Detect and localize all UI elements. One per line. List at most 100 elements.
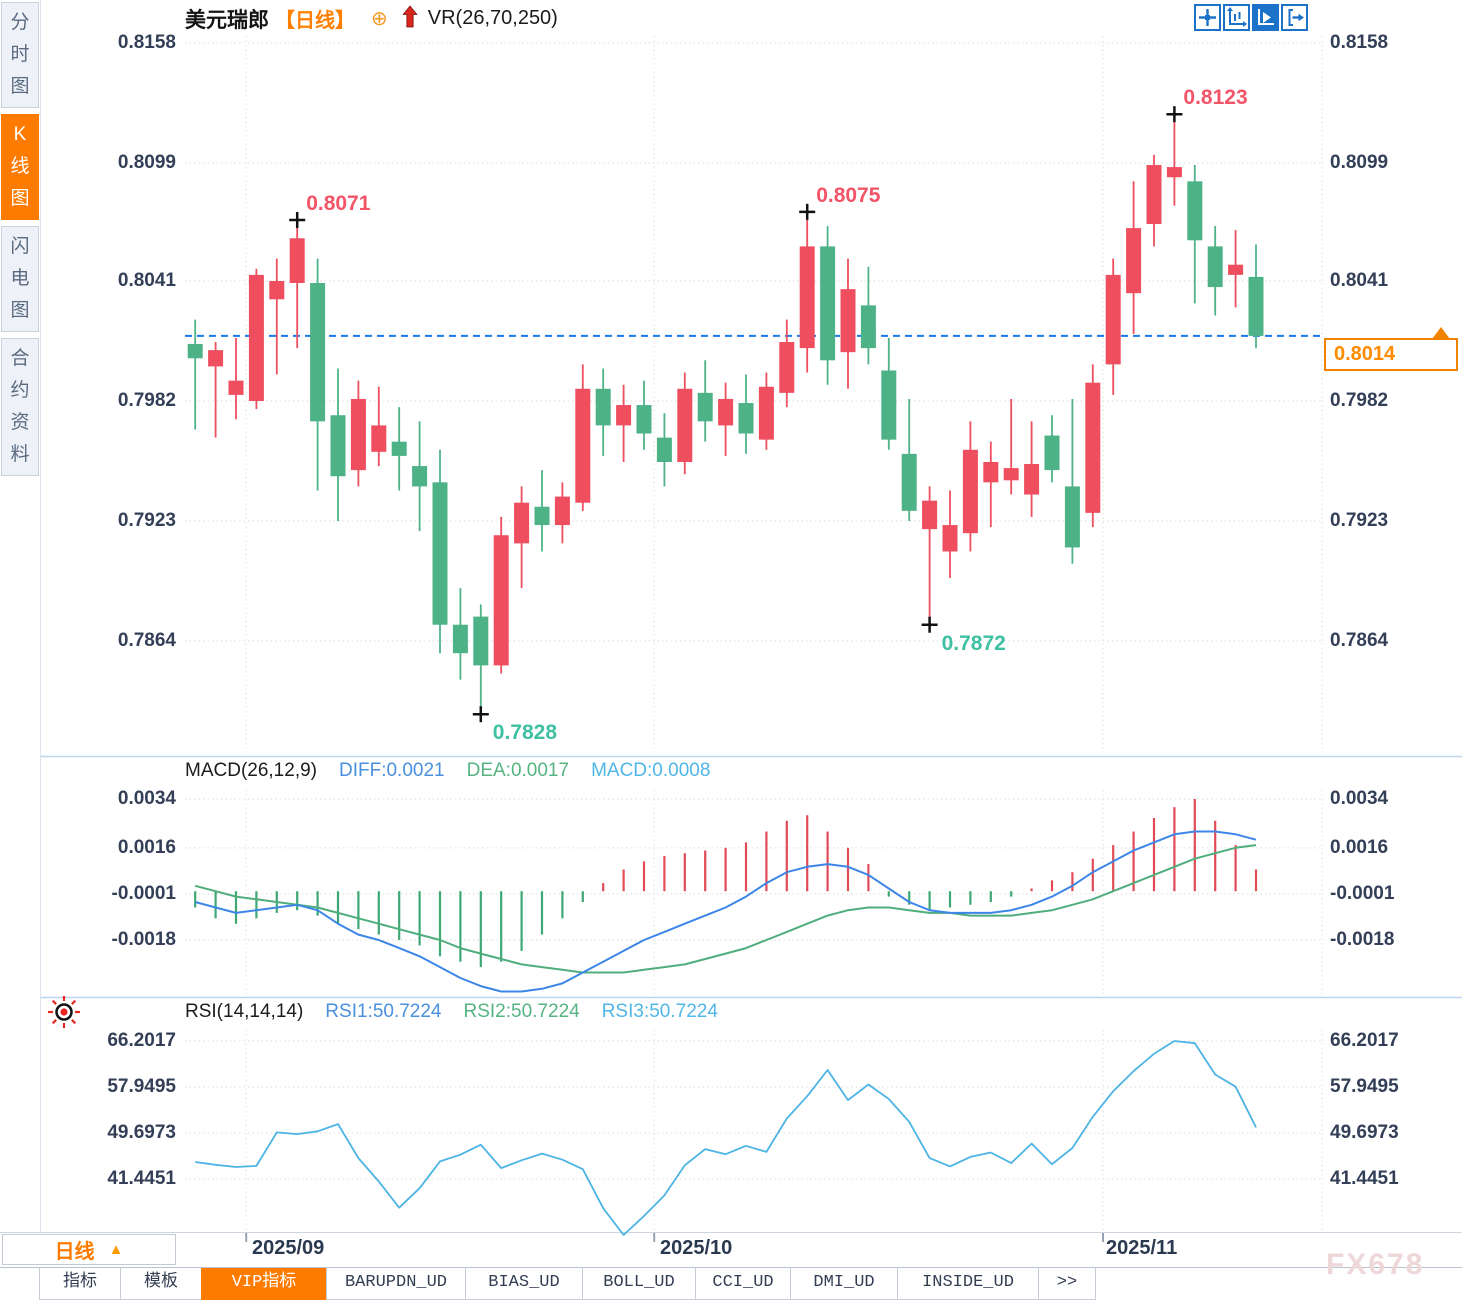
- bottom-tab-4[interactable]: BIAS_UD: [465, 1268, 583, 1300]
- macd-header: MACD(26,12,9) DIFF:0.0021 DEA:0.0017 MAC…: [185, 760, 710, 782]
- rsi3-value: RSI3:50.7224: [601, 1001, 718, 1022]
- bottom-tab-5[interactable]: BOLL_UD: [582, 1268, 696, 1300]
- y-axis-label: 66.2017: [1330, 1030, 1399, 1051]
- rsi-title: RSI(14,14,14): [185, 1001, 304, 1022]
- sidebar-tab-char: 料: [10, 444, 30, 465]
- sidebar-tab-char: 约: [10, 380, 30, 401]
- y-axis-label: -0.0001: [111, 882, 176, 904]
- alarm-sun-icon[interactable]: [42, 990, 86, 1034]
- sidebar-tab-char: 资: [10, 412, 30, 433]
- price-up-triangle-icon: [1432, 327, 1450, 339]
- sidebar-tab-char: 时: [10, 44, 30, 65]
- sidebar-tab-2[interactable]: 闪电图: [1, 226, 39, 332]
- bottom-tab-9[interactable]: >>: [1038, 1268, 1096, 1300]
- bottom-tab-6[interactable]: CCI_UD: [695, 1268, 791, 1300]
- add-indicator-icon[interactable]: ⊕: [371, 8, 388, 30]
- sidebar-tab-3[interactable]: 合约资料: [1, 338, 39, 476]
- grid-layer: [185, 36, 1323, 1232]
- chart-header: 美元瑞郎 【日线】 ⊕ VR(26,70,250): [185, 4, 558, 33]
- y-axis-label: 57.9495: [107, 1075, 176, 1097]
- indicator-label: VR(26,70,250): [427, 7, 558, 29]
- x-axis-label-oct: 2025/10: [660, 1237, 733, 1259]
- macd-diff-value: DIFF:0.0021: [339, 760, 445, 781]
- bottom-tab-2[interactable]: VIP指标: [201, 1268, 327, 1300]
- y-axis-label: 57.9495: [1330, 1075, 1399, 1097]
- y-axis-label: 41.4451: [107, 1167, 176, 1189]
- x-axis-label-nov: 2025/11: [1106, 1237, 1178, 1259]
- rsi-header: RSI(14,14,14) RSI1:50.7224 RSI2:50.7224 …: [185, 1001, 718, 1023]
- bottom-tab-1[interactable]: 模板: [120, 1268, 202, 1300]
- sidebar-tab-char: 图: [10, 188, 30, 209]
- y-axis-label: 41.4451: [1330, 1167, 1399, 1189]
- y-axis-label: 0.8099: [1330, 152, 1389, 173]
- price-annotation: 0.8071: [306, 191, 371, 215]
- price-annotation: 0.7828: [492, 721, 558, 745]
- rsi2-value: RSI2:50.7224: [463, 1001, 580, 1022]
- y-axis-label: 0.7923: [117, 509, 176, 531]
- x-axis-label-sep: 2025/09: [252, 1237, 325, 1259]
- rsi-line: [195, 1040, 1257, 1236]
- macd-dea-value: DEA:0.0017: [466, 760, 570, 781]
- period-selector-label: 日线: [54, 1241, 95, 1263]
- y-axis-label: 0.0016: [1330, 836, 1389, 858]
- price-annotation: 0.7872: [941, 631, 1006, 655]
- rsi1-value: RSI1:50.7224: [325, 1001, 442, 1022]
- sidebar-tab-char: K: [13, 124, 27, 145]
- sidebar-tab-char: 合: [10, 348, 30, 369]
- y-axis-label: 0.8099: [117, 152, 176, 173]
- y-axis-label: 49.6973: [107, 1121, 176, 1143]
- sidebar-tab-char: 图: [10, 300, 30, 321]
- price-annotation: 0.8075: [816, 183, 881, 207]
- y-axis-label: -0.0018: [111, 929, 176, 950]
- y-axis-label: 0.0034: [117, 788, 176, 809]
- crosshair-pan-icon[interactable]: [1194, 4, 1221, 31]
- y-axis-label: 0.7982: [1330, 389, 1389, 411]
- panel-separators: [0, 755, 1462, 1242]
- y-axis-label: 66.2017: [107, 1030, 176, 1051]
- jump-to-latest-icon[interactable]: [1281, 4, 1308, 31]
- y-axis-label: 0.0016: [117, 836, 176, 858]
- macd-dea-line: [194, 844, 1257, 974]
- bottom-tab-0[interactable]: 指标: [39, 1268, 121, 1300]
- sidebar-tab-char: 线: [10, 156, 30, 177]
- y-axis-label: 0.0034: [1330, 788, 1389, 809]
- period-selector[interactable]: 日线 ▲: [2, 1234, 176, 1265]
- y-axis-label: 0.7982: [117, 389, 176, 411]
- macd-diff-line: [194, 830, 1257, 993]
- y-axis-label: -0.0018: [1330, 929, 1395, 950]
- sidebar-tab-char: 电: [10, 268, 30, 289]
- sidebar-tab-0[interactable]: 分时图: [1, 2, 39, 108]
- y-axis-label: 0.7864: [117, 629, 176, 651]
- bottom-tab-7[interactable]: DMI_UD: [790, 1268, 898, 1300]
- y-axis-label: 0.8158: [1330, 32, 1389, 53]
- sidebar-tab-char: 图: [10, 76, 30, 97]
- watermark: FX678: [1326, 1248, 1425, 1281]
- sidebar-divider: [40, 0, 41, 1232]
- macd-macd-value: MACD:0.0008: [591, 760, 711, 781]
- current-price-value: 0.8014: [1334, 343, 1396, 365]
- y-axis-label: 0.8041: [1330, 269, 1389, 291]
- extreme-markers: [289, 106, 1183, 723]
- up-arrow-icon: [402, 4, 418, 33]
- indicator-tab-bar: 指标 模板 VIP指标 BARUPDN_UD BIAS_UD BOLL_UD CCI_UD D…: [0, 1267, 1462, 1300]
- y-axis-label: 0.7923: [1330, 509, 1389, 531]
- macd-histogram: [194, 799, 1258, 968]
- timeframe-label: 【日线】: [275, 10, 355, 32]
- auto-play-icon[interactable]: [1252, 4, 1279, 31]
- price-annotation: 0.8123: [1183, 86, 1248, 110]
- y-axis-label: 0.8041: [117, 269, 176, 291]
- bottom-tab-8[interactable]: INSIDE_UD: [897, 1268, 1039, 1300]
- axis-range-icon[interactable]: [1223, 4, 1250, 31]
- y-axis-label: 49.6973: [1330, 1121, 1399, 1143]
- bottom-tab-3[interactable]: BARUPDN_UD: [326, 1268, 466, 1300]
- period-selector-arrow-icon: ▲: [108, 1241, 124, 1258]
- sidebar-tab-char: 闪: [10, 236, 30, 257]
- y-axis-label: 0.7864: [1330, 629, 1389, 651]
- symbol-title: 美元瑞郎: [185, 8, 269, 32]
- candles-layer: [187, 114, 1264, 715]
- sidebar-tab-char: 分: [10, 12, 30, 33]
